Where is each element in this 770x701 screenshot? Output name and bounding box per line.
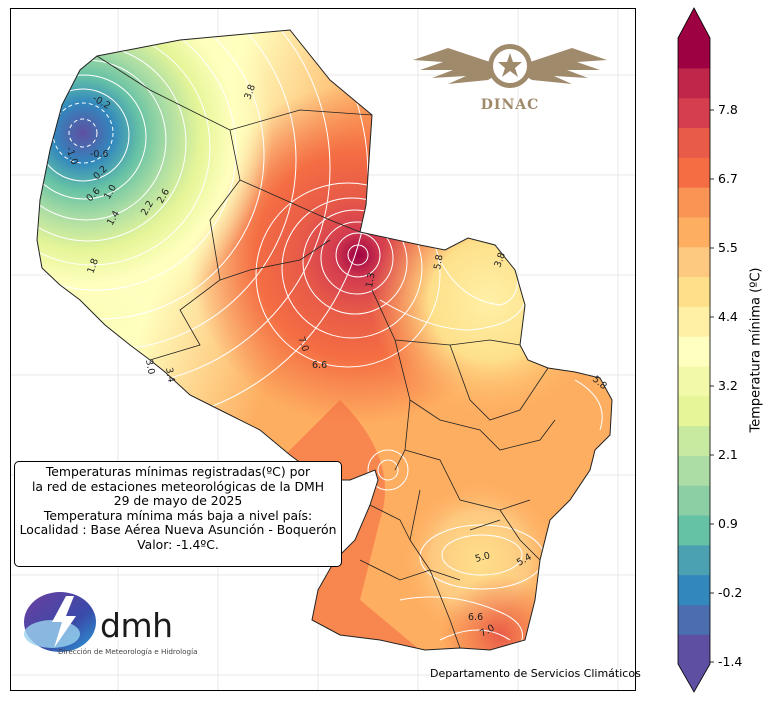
info-line: la red de estaciones meteorológicas de l… (31, 478, 325, 494)
colorbar-tick-label: 7.8 (718, 102, 738, 117)
contour-label: 3.0 (143, 359, 156, 376)
contour-label: 7.0 (295, 335, 311, 353)
contour-label: 3.8 (242, 83, 258, 101)
colorbar-segment (678, 127, 710, 158)
colorbar-segment (678, 574, 710, 605)
dinac-wordmark: DINAC (480, 97, 540, 113)
colorbar-tick-label: -0.2 (718, 585, 743, 600)
contour-label: 1.8 (85, 257, 101, 275)
colorbar (677, 7, 714, 693)
dmh-wordmark: dmh (100, 606, 173, 645)
colorbar-segment (678, 365, 710, 397)
colorbar-outline (677, 7, 711, 693)
colorbar-segment (678, 246, 710, 278)
dinac-emblem-icon (413, 44, 607, 88)
contour-label: 5.0 (474, 550, 491, 565)
contour-label: 6.6 (312, 360, 327, 371)
contour-label: -0.6 (90, 149, 109, 160)
colorbar-tick-label: 5.5 (718, 240, 738, 255)
colorbar-segment (678, 157, 710, 188)
dmh-logo-icon (24, 592, 96, 652)
colorbar-segment (678, 276, 710, 307)
colorbar-segment (678, 97, 710, 129)
colorbar-segment (678, 634, 710, 665)
contour-label: 3.4 (163, 367, 176, 384)
colorbar-segment (678, 544, 710, 576)
colorbar-segment (678, 336, 710, 367)
colorbar-segment (678, 216, 710, 248)
info-line: 29 de mayo de 2025 (113, 493, 243, 509)
map-info-box: Temperaturas mínimas registradas(ºC) por… (14, 461, 342, 567)
dmh-subtitle: Dirección de Meteorología e Hidrología (58, 647, 198, 656)
colorbar-segment (678, 514, 710, 546)
colorbar-tick-label: 3.2 (718, 378, 738, 393)
info-line: Temperatura mínima más baja a nivel país… (43, 507, 313, 523)
colorbar-segment (678, 455, 710, 486)
colorbar-segment (678, 395, 710, 427)
contour-label: 1.3 (364, 272, 377, 289)
contour-label: 5.8 (432, 254, 445, 271)
info-line: Temperaturas mínimas registradas(ºC) por (45, 464, 311, 479)
colorbar-segment (678, 425, 710, 456)
colorbar-segment (678, 604, 710, 635)
department-borders (96, 55, 556, 649)
colorbar-segment (678, 485, 710, 516)
info-line: Valor: -1.4ºC. (137, 536, 219, 552)
contour-label: 3.8 (492, 251, 508, 269)
info-line: Localidad : Base Aérea Nueva Asunción - … (19, 522, 337, 538)
colorbar-segment (678, 187, 710, 218)
colorbar-label: Temperatura mínima (ºC) (748, 267, 764, 433)
colorbar-tick-label: 6.7 (718, 171, 738, 186)
colorbar-max-arrow (678, 8, 710, 38)
colorbar-tick-label: 4.4 (718, 309, 738, 324)
colorbar-min-arrow (678, 664, 710, 692)
department-credit: Departamento de Servicios Climáticos (430, 667, 641, 680)
contour-label: 6.6 (468, 612, 483, 623)
colorbar-tick-label: -1.4 (718, 654, 743, 669)
colorbar-segment (678, 38, 710, 69)
colorbar-tick-label: 0.9 (718, 516, 738, 531)
colorbar-segment (678, 67, 710, 99)
colorbar-tick-label: 2.1 (718, 447, 738, 462)
colorbar-segment (678, 306, 710, 337)
